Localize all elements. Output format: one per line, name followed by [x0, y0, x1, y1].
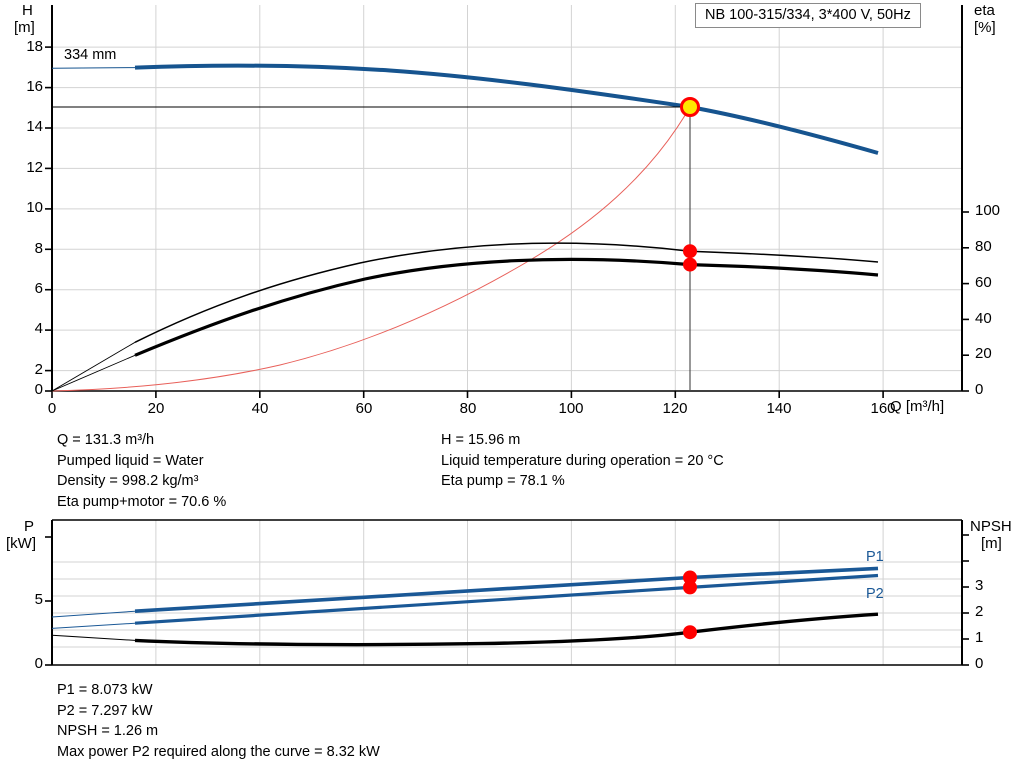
eta-tick-60: 60	[975, 274, 992, 291]
eta-tick-80: 80	[975, 238, 992, 255]
p1-curve-extension	[51, 610, 136, 618]
bottom-chart-background	[52, 520, 962, 665]
info-line-max-power: Max power P2 required along the curve = …	[57, 743, 380, 760]
top-chart-plot	[45, 5, 969, 398]
info-line-p2: P2 = 7.297 kW	[57, 702, 153, 719]
top-chart-x-ticks	[51, 391, 884, 398]
head-curve	[134, 63, 691, 109]
top-x-tick-120: 120	[662, 400, 688, 417]
top-chart-vgrid	[155, 5, 884, 391]
bottom-chart-y-left-unit: [kW]	[6, 535, 36, 552]
p2-curve	[134, 585, 691, 625]
top-y-tick-12: 12	[26, 159, 43, 176]
info-line-eta-pump-motor: Eta pump+motor = 70.6 %	[57, 493, 227, 510]
top-x-tick-40: 40	[251, 400, 269, 417]
eta-pump-curve	[134, 242, 691, 343]
eta-pump-motor-curve-extension	[51, 354, 136, 392]
info-line-npsh: NPSH = 1.26 m	[57, 723, 159, 739]
eta-tick-40: 40	[975, 310, 992, 327]
top-chart-x-label: Q [m³/h]	[890, 398, 945, 415]
top-y-tick-6: 6	[34, 280, 43, 297]
head-curve-extension	[51, 67, 136, 69]
npsh-curve	[134, 630, 691, 647]
eta-pump-motor-duty-marker	[683, 257, 697, 272]
top-chart-y-right-unit: [%]	[974, 19, 996, 36]
p1-duty-marker	[683, 570, 697, 585]
top-x-tick-0: 0	[47, 400, 57, 417]
top-y-tick-8: 8	[34, 240, 43, 257]
npsh-tick-1: 1	[975, 629, 984, 646]
bottom-chart-y-right-label: NPSH	[970, 518, 1012, 535]
eta-tick-100: 100	[975, 202, 1001, 219]
bottom-chart-right-ticks	[962, 534, 969, 666]
bottom-chart-plot	[45, 519, 969, 666]
top-x-tick-60: 60	[355, 400, 373, 417]
top-y-tick-2: 2	[34, 361, 43, 378]
top-y-tick-0: 0	[34, 381, 43, 398]
info-block-top-left: Q = 131.3 m³/h Pumped liquid = Water Den…	[57, 430, 226, 512]
p-tick-0: 0	[34, 655, 43, 672]
p2-duty-marker	[683, 580, 697, 595]
impeller-size-annotation: 334 mm	[64, 47, 117, 63]
eta-pump-motor-curve	[134, 257, 691, 357]
info-block-top-right: H = 15.96 m Liquid temperature during op…	[441, 430, 724, 492]
npsh-tick-0: 0	[975, 655, 984, 672]
top-y-tick-4: 4	[34, 320, 43, 337]
info-line-p1: P1 = 8.073 kW	[57, 682, 153, 698]
p2-curve-tail	[689, 573, 879, 589]
info-line-liquid: Pumped liquid = Water	[57, 452, 204, 469]
p1-series-tag: P1	[866, 549, 884, 565]
top-chart-hgrid	[52, 46, 962, 372]
npsh-curve-extension	[51, 634, 136, 641]
top-chart-right-ticks	[962, 211, 969, 392]
info-line-q: Q = 131.3 m³/h	[57, 432, 155, 448]
p-tick-5: 5	[34, 591, 43, 608]
p1-curve	[134, 575, 691, 613]
npsh-tick-2: 2	[975, 603, 984, 620]
top-x-tick-140: 140	[766, 400, 792, 417]
top-y-tick-10: 10	[26, 199, 43, 216]
top-y-tick-18: 18	[26, 38, 43, 55]
top-y-tick-14: 14	[26, 118, 43, 135]
top-chart-y-left-unit: [m]	[14, 19, 35, 36]
info-line-density: Density = 998.2 kg/m³	[57, 473, 199, 489]
eta-pump-duty-marker	[683, 244, 697, 259]
top-x-tick-20: 20	[147, 400, 165, 417]
duty-point-marker[interactable]	[680, 97, 700, 117]
npsh-curve-tail	[689, 612, 879, 634]
eta-tick-20: 20	[975, 345, 992, 362]
top-chart-y-right-label: eta	[974, 2, 995, 19]
info-line-h: H = 15.96 m	[441, 432, 521, 448]
npsh-duty-marker	[683, 625, 697, 640]
info-line-eta-pump: Eta pump = 78.1 %	[441, 473, 565, 489]
bottom-chart-y-right-unit: [m]	[981, 535, 1002, 552]
info-line-temp: Liquid temperature during operation = 20…	[441, 452, 724, 469]
eta-pump-curve-tail	[689, 250, 879, 263]
npsh-tick-3: 3	[975, 577, 984, 594]
eta-pump-curve-extension	[51, 341, 136, 392]
info-block-bottom: P1 = 8.073 kW P2 = 7.297 kW NPSH = 1.26 …	[57, 680, 380, 762]
p1-curve-tail	[689, 566, 879, 580]
top-x-tick-100: 100	[558, 400, 584, 417]
top-x-tick-80: 80	[459, 400, 477, 417]
head-curve-tail	[689, 105, 879, 155]
pump-title-box: NB 100-315/334, 3*400 V, 50Hz	[695, 3, 921, 28]
top-y-tick-16: 16	[26, 78, 43, 95]
eta-pump-motor-curve-tail	[689, 263, 879, 277]
p2-series-tag: P2	[866, 586, 884, 602]
pump-title: NB 100-315/334, 3*400 V, 50Hz	[705, 7, 911, 23]
top-x-tick-160: 160	[870, 400, 896, 417]
p2-curve-extension	[51, 622, 136, 629]
bottom-chart-left-ticks	[45, 536, 52, 666]
top-chart-y-left-label: H	[22, 2, 33, 19]
system-curve	[51, 106, 691, 392]
bottom-chart-vgrid	[155, 520, 884, 665]
eta-tick-0: 0	[975, 381, 984, 398]
bottom-chart-y-left-label: P	[24, 518, 35, 535]
top-chart-left-ticks	[45, 46, 52, 392]
